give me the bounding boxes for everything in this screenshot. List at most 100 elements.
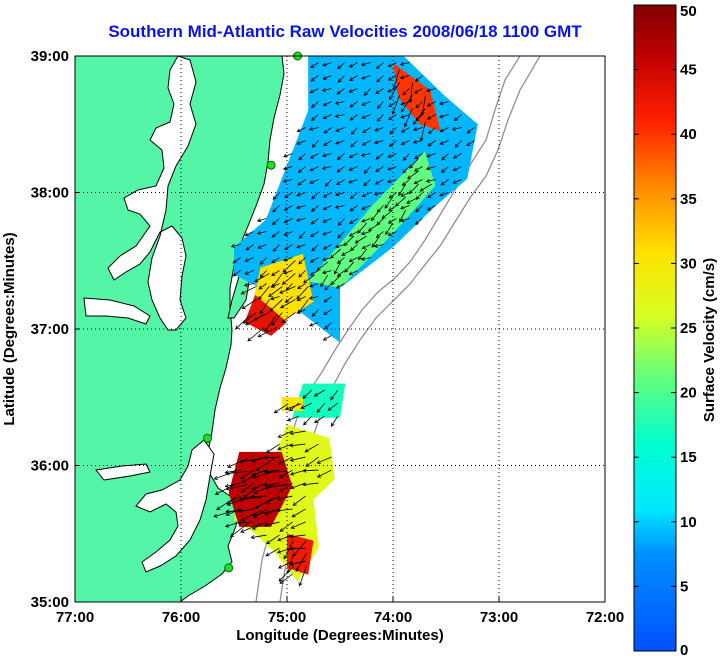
velocity-arrow [374,179,384,185]
velocity-arrow [263,521,280,527]
y-tick-label: 35:00 [31,594,69,611]
velocity-arrow [348,270,358,276]
x-tick-label: 75:00 [268,609,306,626]
velocity-arrow [322,218,332,223]
velocity-arrow [368,222,380,232]
velocity-arrow [361,205,371,210]
velocity-arrow [349,101,358,108]
velocity-arrow [441,153,449,161]
velocity-arrow [376,205,384,213]
velocity-arrow [350,127,358,135]
velocity-arrow [265,534,280,545]
velocity-arrow [387,166,397,171]
velocity-arrow [354,235,367,244]
colorbar-tick-label: 5 [680,578,688,595]
velocity-arrow [292,495,306,506]
velocity-arrow [238,496,262,502]
velocity-arrow [281,273,296,285]
velocity-arrow [400,95,413,113]
velocity-arrow [385,222,394,236]
velocity-arrow [425,178,436,183]
plot-frame [74,55,606,603]
velocity-arrow [290,521,306,529]
velocity-arrow [295,217,306,222]
velocity-arrow [400,127,410,133]
velocity-arrow [392,69,400,90]
velocity-arrow [289,546,306,551]
y-tick-label: 39:00 [31,48,69,65]
velocity-arrow [321,270,332,275]
velocity-arrow [254,497,275,509]
colorbar-tick-label: 45 [680,62,697,79]
velocity-arrow [244,257,254,262]
velocity-arrow [271,273,283,288]
velocity-arrow [298,566,307,587]
velocity-arrow [311,192,319,200]
velocity-arrow [310,205,319,212]
velocity-arrow [290,482,306,490]
velocity-arrow [373,191,384,196]
velocity-arrow [257,327,278,338]
velocity-arrow [337,218,345,226]
velocity-arrow [388,82,400,101]
y-tick-label: 38:00 [31,185,69,202]
velocity-arrow [310,75,319,82]
velocity-arrow [322,114,332,120]
velocity-arrow [244,231,254,237]
velocity-vectors [213,61,475,587]
velocity-arrow [426,205,436,211]
velocity-arrow [324,179,332,187]
velocity-arrow [337,75,345,83]
velocity-arrow [272,244,280,252]
velocity-arrow [225,509,249,514]
velocity-arrow [400,205,410,210]
velocity-arrow [241,299,257,310]
velocity-arrow [466,127,475,134]
velocity-arrow [313,389,325,397]
velocity-arrow [264,470,288,475]
velocity-arrow [361,218,371,223]
velocity-arrow [438,114,449,119]
velocity-arrow [296,244,306,249]
velocity-arrow [300,402,312,409]
velocity-arrow [426,153,436,158]
velocity-arrow [414,75,423,82]
velocity-arrow [297,179,306,186]
velocity-arrow [427,192,436,199]
velocity-arrow [371,235,381,248]
velocity-arrow [278,565,294,582]
velocity-arrow [413,88,423,94]
velocity-arrow [388,192,397,199]
velocity-arrow [277,430,293,438]
velocity-arrow [334,113,345,118]
velocity-arrow [362,127,371,134]
tick-labels: 77:00 76:00 75:00 74:00 73:00 72:00 35:00 36:00… [31,48,625,626]
velocity-arrow [322,75,332,80]
velocity-arrow [272,205,280,213]
colorbar-tick-label: 35 [680,191,697,208]
velocity-arrow [412,127,423,132]
velocity-arrow [427,127,436,134]
velocity-arrow [240,509,262,521]
velocity-arrow [400,192,410,197]
velocity-arrow [370,209,381,222]
velocity-arrow [257,244,267,249]
velocity-arrow [265,443,280,454]
velocity-arrow [271,231,280,238]
velocity-arrow [350,140,358,148]
velocity-arrow [426,101,436,107]
velocity-arrow [322,192,332,198]
velocity-arrow [375,62,384,69]
velocity-arrow [399,61,410,66]
radar-site-4 [224,563,234,573]
velocity-arrow [283,270,293,275]
velocity-arrow [247,327,265,342]
velocity-arrow [251,521,267,530]
sound-water [135,439,215,573]
velocity-arrow [413,179,423,185]
chart-title: Southern Mid-Atlantic Raw Velocities 200… [108,22,582,41]
velocity-arrow [304,443,319,453]
velocity-arrow [289,456,306,462]
velocity-arrow [278,482,293,493]
velocity-arrow [316,469,332,478]
